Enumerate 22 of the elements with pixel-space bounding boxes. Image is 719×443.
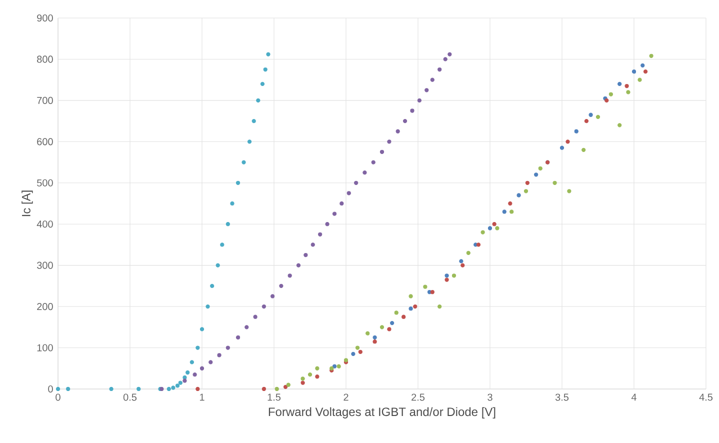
y-tick-label: 500 xyxy=(37,179,53,186)
x-tick-label: 3.5 xyxy=(555,394,569,401)
x-tick-label: 4 xyxy=(631,394,636,401)
x-tick-label: 3 xyxy=(488,394,492,401)
x-tick-label: 2.5 xyxy=(412,394,425,401)
x-tick-label: 0 xyxy=(56,394,60,401)
y-tick-label: 600 xyxy=(37,138,53,146)
y-tick-label: 100 xyxy=(37,344,53,352)
y-tick-label: 0 xyxy=(48,385,53,393)
x-tick-label: 1 xyxy=(200,394,204,401)
y-tick-label: 800 xyxy=(37,56,53,63)
x-tick-label: 1.5 xyxy=(268,394,281,401)
y-tick-label: 900 xyxy=(37,14,53,22)
x-tick-label: 0.5 xyxy=(123,394,137,401)
y-tick-label: 200 xyxy=(37,303,53,310)
x-tick-label: 4.5 xyxy=(699,394,713,401)
y-tick-label: 700 xyxy=(37,96,53,104)
y-tick-label: 400 xyxy=(36,220,53,228)
y-axis-title: Ic [A] xyxy=(22,190,33,216)
x-axis-title: Forward Voltages at IGBT and/or Diode [V] xyxy=(268,407,496,418)
y-tick-label: 300 xyxy=(36,262,53,269)
x-tick-label: 2 xyxy=(344,394,348,401)
